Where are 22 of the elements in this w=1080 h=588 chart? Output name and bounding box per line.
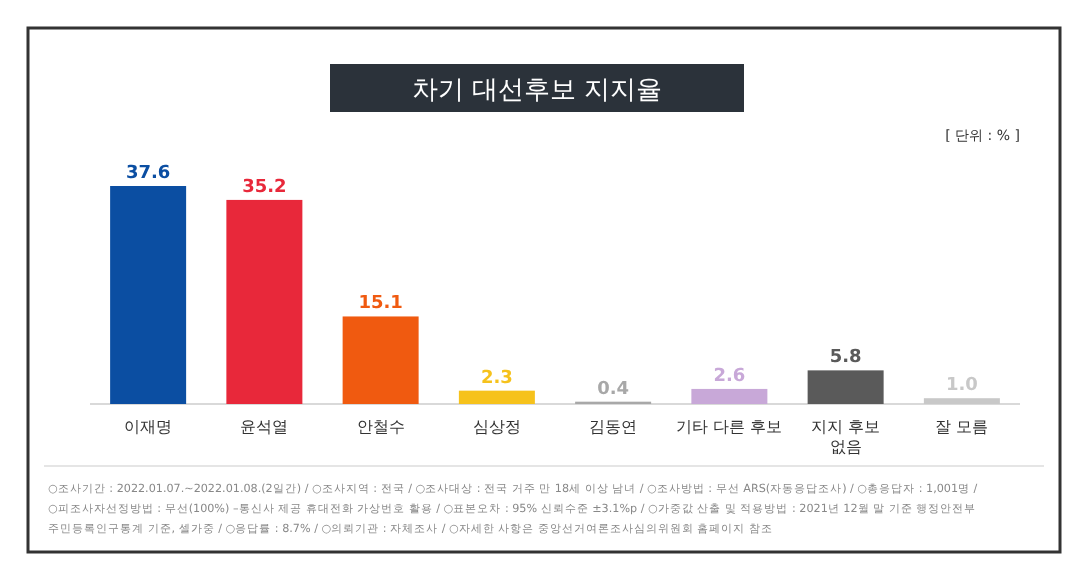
x-tick-label: 기타 다른 후보 <box>676 418 783 436</box>
x-tick-label: 안철수 <box>356 418 405 436</box>
x-tick-label: 이재명 <box>124 418 173 436</box>
bar <box>458 390 535 404</box>
bar <box>110 186 187 404</box>
bar <box>691 388 768 404</box>
x-tick-label: 김동연 <box>589 418 638 436</box>
chart-title: 차기 대선후보 지지율 <box>411 76 663 106</box>
x-tick-label: 잘 모름 <box>935 418 989 436</box>
data-label: 0.4 <box>597 379 630 400</box>
data-label: 35.2 <box>242 177 287 198</box>
x-tick-label: 지지 후보 없음 <box>811 418 881 456</box>
bar <box>226 199 303 404</box>
x-tick-label: 심상정 <box>472 418 521 436</box>
bar <box>807 370 884 404</box>
bar <box>342 316 419 404</box>
data-label: 15.1 <box>358 294 403 315</box>
x-tick-label: 윤석열 <box>240 418 289 436</box>
data-label: 2.6 <box>713 366 746 387</box>
data-label: 5.8 <box>829 348 862 369</box>
data-label: 2.3 <box>480 368 513 389</box>
data-label: 37.6 <box>125 164 171 184</box>
